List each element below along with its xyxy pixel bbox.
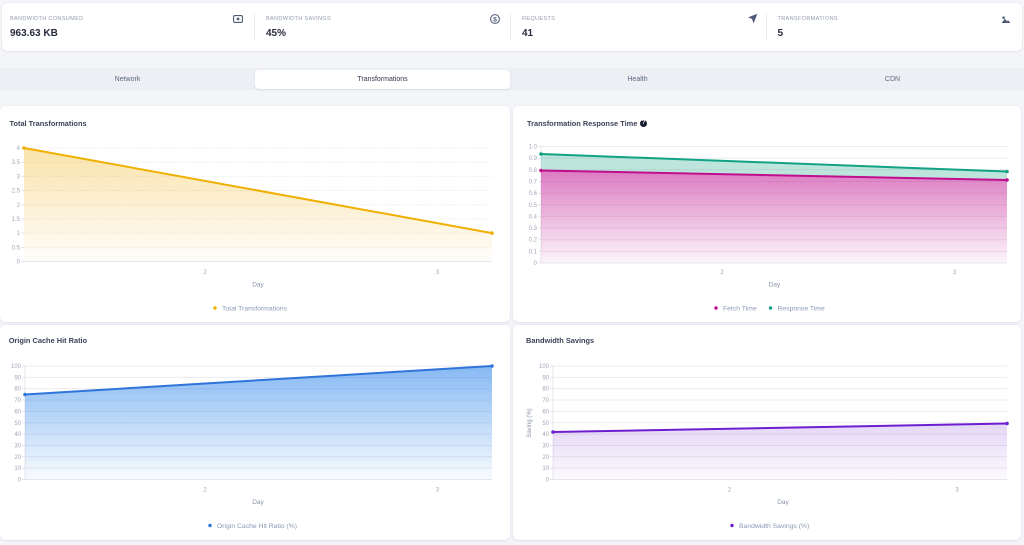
svg-text:4: 4 [17,146,21,152]
svg-text:90: 90 [542,375,549,381]
svg-text:3: 3 [17,174,21,180]
svg-text:40: 40 [542,432,549,438]
svg-text:0.5: 0.5 [12,245,21,251]
svg-text:Total Transformations: Total Transformations [222,306,288,313]
svg-text:Day: Day [252,499,264,506]
svg-text:3: 3 [953,270,957,276]
svg-text:2: 2 [203,488,207,494]
svg-text:1.5: 1.5 [12,217,21,223]
svg-text:0: 0 [18,478,22,484]
svg-text:100: 100 [539,364,550,370]
svg-text:30: 30 [542,443,549,449]
svg-text:0: 0 [17,260,21,266]
svg-text:100: 100 [11,364,22,370]
svg-text:3: 3 [436,488,440,494]
svg-text:40: 40 [14,432,21,438]
svg-text:0: 0 [534,261,538,267]
svg-text:Origin Cache Hit Ratio (%): Origin Cache Hit Ratio (%) [217,523,297,530]
svg-text:0.8: 0.8 [529,168,538,174]
svg-text:3: 3 [436,270,440,276]
svg-text:0: 0 [546,478,550,484]
svg-text:Day: Day [769,282,781,289]
svg-text:50: 50 [14,421,21,427]
svg-text:20: 20 [14,455,21,461]
svg-text:10: 10 [14,466,21,472]
svg-text:3.5: 3.5 [12,160,21,166]
svg-text:50: 50 [542,421,549,427]
svg-text:60: 60 [542,409,549,415]
svg-text:$: $ [493,17,497,24]
svg-text:0.2: 0.2 [529,238,538,244]
svg-text:Day: Day [252,282,264,289]
svg-text:30: 30 [14,443,21,449]
svg-text:0.5: 0.5 [529,203,538,209]
svg-text:20: 20 [542,455,549,461]
svg-text:70: 70 [14,398,21,404]
svg-text:Bandwidth Savings (%): Bandwidth Savings (%) [739,523,809,530]
svg-text:80: 80 [542,387,549,393]
svg-text:70: 70 [542,398,549,404]
svg-text:0.9: 0.9 [529,156,538,162]
svg-text:0.3: 0.3 [529,226,538,232]
svg-text:0.1: 0.1 [529,249,538,255]
svg-text:Fetch Time: Fetch Time [723,306,757,313]
svg-text:3: 3 [955,488,959,494]
svg-text:90: 90 [14,375,21,381]
svg-text:2: 2 [728,488,732,494]
svg-text:Saving (%): Saving (%) [527,408,533,437]
svg-text:0.4: 0.4 [529,214,538,220]
svg-text:2.5: 2.5 [12,189,21,195]
svg-text:2: 2 [720,270,724,276]
svg-text:0.6: 0.6 [529,191,538,197]
svg-text:10: 10 [542,466,549,472]
svg-text:Response Time: Response Time [778,306,825,313]
svg-text:2: 2 [203,270,207,276]
svg-text:80: 80 [14,387,21,393]
svg-text:1.0: 1.0 [529,145,538,151]
svg-text:Day: Day [777,499,789,506]
svg-text:2: 2 [17,203,21,209]
svg-text:60: 60 [14,409,21,415]
svg-text:1: 1 [17,231,21,237]
svg-text:0.7: 0.7 [529,179,538,185]
